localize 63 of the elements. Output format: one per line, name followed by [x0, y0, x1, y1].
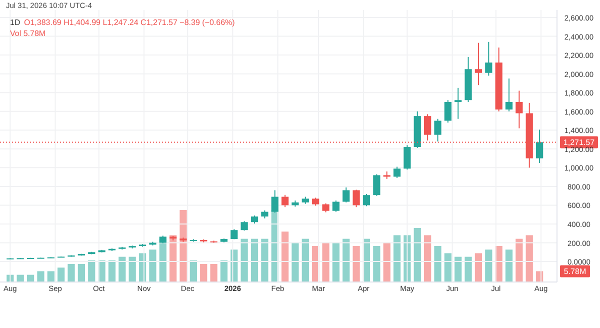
bar: [180, 210, 187, 282]
candlestick: [352, 189, 360, 208]
bar: [37, 271, 44, 282]
bar: [68, 264, 75, 282]
bar: [414, 228, 421, 282]
bar: [220, 260, 228, 282]
bar: [302, 238, 309, 282]
candlestick: [454, 87, 462, 120]
candlestick: [332, 200, 340, 212]
candlestick: [444, 100, 452, 124]
candlestick: [362, 193, 370, 207]
bar: [281, 232, 289, 282]
text: 5.78M: [564, 267, 586, 276]
bar: [485, 250, 492, 282]
bar: [149, 250, 156, 282]
bar: [292, 242, 299, 282]
candlestick: [536, 129, 544, 164]
bar: [322, 242, 330, 282]
candlestick: [485, 41, 492, 76]
candlestick: [434, 118, 442, 142]
bar: [261, 238, 268, 282]
bar: [434, 246, 442, 282]
bar: [332, 242, 340, 282]
bar: [454, 256, 462, 282]
candlestick: [240, 220, 248, 232]
bar: [373, 246, 380, 282]
candlestick: [505, 78, 513, 112]
candlestick: [424, 114, 432, 141]
candlestick: [281, 194, 289, 208]
bar: [383, 242, 390, 282]
bar: [170, 235, 177, 282]
bar: [444, 253, 452, 282]
bar: [464, 256, 472, 282]
bar: [393, 235, 401, 282]
text: 1D: [10, 18, 20, 27]
bar: [190, 260, 197, 282]
bar: [118, 256, 126, 282]
annotation: Vol 5.78M: [10, 29, 46, 38]
candlestick: [516, 90, 523, 129]
bar: [342, 238, 350, 282]
bar: [250, 238, 258, 282]
bar: [78, 264, 86, 282]
bar: [108, 260, 116, 282]
bar: [424, 235, 432, 282]
bar: [516, 238, 523, 282]
bar: [200, 264, 208, 282]
bar: [88, 260, 96, 282]
ref-line-label: 1,271.57: [563, 138, 596, 148]
candlestick: [342, 186, 350, 203]
candlestick: [474, 42, 482, 86]
candlestick: [373, 174, 380, 196]
candlestick: [393, 166, 401, 179]
bar: [526, 235, 533, 282]
bar: [47, 271, 54, 282]
bar: [505, 250, 513, 282]
bar: [240, 238, 248, 282]
bar: [352, 246, 360, 282]
candlestick: [404, 144, 411, 170]
bar: [474, 253, 482, 282]
bar: [128, 256, 136, 282]
bar: [210, 264, 218, 282]
bar: [58, 268, 65, 282]
annotation: O1,383.69 H1,404.99 L1,247.24 C1,271.57 −8.39 (−0.66%): [24, 18, 236, 27]
